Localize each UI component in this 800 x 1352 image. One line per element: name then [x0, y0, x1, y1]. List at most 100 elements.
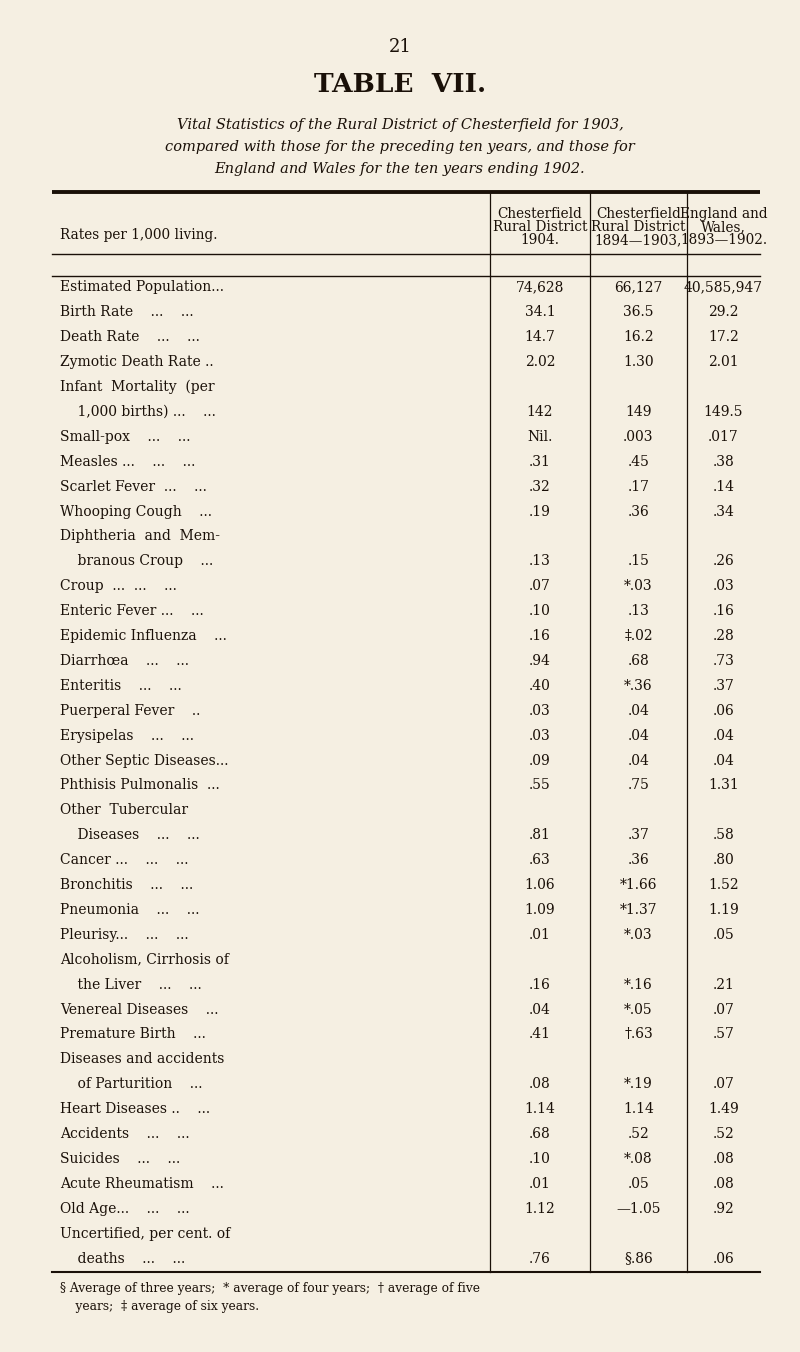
Text: Small-pox    ...    ...: Small-pox ... ... — [60, 430, 190, 443]
Text: .03: .03 — [529, 704, 551, 718]
Text: †.63: †.63 — [624, 1028, 653, 1041]
Text: 21: 21 — [389, 38, 411, 55]
Text: .41: .41 — [529, 1028, 551, 1041]
Text: *.05: *.05 — [624, 1003, 653, 1017]
Text: branous Croup    ...: branous Croup ... — [60, 554, 214, 568]
Text: Epidemic Influenza    ...: Epidemic Influenza ... — [60, 629, 227, 644]
Text: 2.02: 2.02 — [525, 356, 555, 369]
Text: Chesterfield: Chesterfield — [596, 207, 681, 220]
Text: 149: 149 — [626, 406, 652, 419]
Text: Infant  Mortality  (per: Infant Mortality (per — [60, 380, 214, 395]
Text: .68: .68 — [628, 654, 650, 668]
Text: England and: England and — [680, 207, 767, 220]
Text: ‡.02: ‡.02 — [624, 629, 653, 644]
Text: .52: .52 — [628, 1128, 650, 1141]
Text: .19: .19 — [529, 504, 551, 519]
Text: 2.01: 2.01 — [708, 356, 739, 369]
Text: .16: .16 — [529, 977, 551, 991]
Text: §.86: §.86 — [624, 1252, 653, 1265]
Text: .17: .17 — [627, 480, 650, 493]
Text: .10: .10 — [529, 604, 551, 618]
Text: Erysipelas    ...    ...: Erysipelas ... ... — [60, 729, 194, 742]
Text: Scarlet Fever  ...    ...: Scarlet Fever ... ... — [60, 480, 207, 493]
Text: 1.12: 1.12 — [525, 1202, 555, 1215]
Text: 142: 142 — [526, 406, 554, 419]
Text: years;  ‡ average of six years.: years; ‡ average of six years. — [60, 1301, 259, 1313]
Text: .13: .13 — [627, 604, 650, 618]
Text: 149.5: 149.5 — [704, 406, 743, 419]
Text: Death Rate    ...    ...: Death Rate ... ... — [60, 330, 200, 345]
Text: .68: .68 — [529, 1128, 551, 1141]
Text: Phthisis Pulmonalis  ...: Phthisis Pulmonalis ... — [60, 779, 220, 792]
Text: Estimated Population...: Estimated Population... — [60, 280, 224, 295]
Text: .08: .08 — [713, 1176, 734, 1191]
Text: 1.19: 1.19 — [708, 903, 739, 917]
Text: 1.52: 1.52 — [708, 877, 739, 892]
Text: .01: .01 — [529, 927, 551, 942]
Text: Accidents    ...    ...: Accidents ... ... — [60, 1128, 190, 1141]
Text: 1.09: 1.09 — [525, 903, 555, 917]
Text: .04: .04 — [713, 753, 734, 768]
Text: .37: .37 — [713, 679, 734, 692]
Text: 1904.: 1904. — [521, 233, 559, 247]
Text: Old Age...    ...    ...: Old Age... ... ... — [60, 1202, 190, 1215]
Text: .16: .16 — [713, 604, 734, 618]
Text: Enteritis    ...    ...: Enteritis ... ... — [60, 679, 182, 692]
Text: Enteric Fever ...    ...: Enteric Fever ... ... — [60, 604, 204, 618]
Text: Pneumonia    ...    ...: Pneumonia ... ... — [60, 903, 199, 917]
Text: .07: .07 — [713, 1078, 734, 1091]
Text: Birth Rate    ...    ...: Birth Rate ... ... — [60, 306, 194, 319]
Text: .55: .55 — [529, 779, 551, 792]
Text: .40: .40 — [529, 679, 551, 692]
Text: 16.2: 16.2 — [623, 330, 654, 345]
Text: *.03: *.03 — [624, 579, 653, 594]
Text: 1.31: 1.31 — [708, 779, 739, 792]
Text: Rates per 1,000 living.: Rates per 1,000 living. — [60, 228, 218, 242]
Text: Measles ...    ...    ...: Measles ... ... ... — [60, 454, 195, 469]
Text: Heart Diseases ..    ...: Heart Diseases .. ... — [60, 1102, 210, 1117]
Text: .75: .75 — [627, 779, 650, 792]
Text: 40,585,947: 40,585,947 — [684, 280, 763, 295]
Text: .04: .04 — [627, 704, 650, 718]
Text: .37: .37 — [627, 829, 650, 842]
Text: .52: .52 — [713, 1128, 734, 1141]
Text: Chesterfield: Chesterfield — [498, 207, 582, 220]
Text: Pleurisy...    ...    ...: Pleurisy... ... ... — [60, 927, 189, 942]
Text: .38: .38 — [713, 454, 734, 469]
Text: .08: .08 — [529, 1078, 551, 1091]
Text: Alcoholism, Cirrhosis of: Alcoholism, Cirrhosis of — [60, 953, 229, 967]
Text: Acute Rheumatism    ...: Acute Rheumatism ... — [60, 1176, 224, 1191]
Text: .06: .06 — [713, 704, 734, 718]
Text: 29.2: 29.2 — [708, 306, 738, 319]
Text: Suicides    ...    ...: Suicides ... ... — [60, 1152, 180, 1165]
Text: 1.49: 1.49 — [708, 1102, 739, 1117]
Text: Vital Statistics of the Rural District of Chesterfield for 1903,: Vital Statistics of the Rural District o… — [177, 118, 623, 132]
Text: Wales,: Wales, — [701, 220, 746, 234]
Text: *.16: *.16 — [624, 977, 653, 991]
Text: 66,127: 66,127 — [614, 280, 662, 295]
Text: the Liver    ...    ...: the Liver ... ... — [60, 977, 202, 991]
Text: Diseases    ...    ...: Diseases ... ... — [60, 829, 200, 842]
Text: 74,628: 74,628 — [516, 280, 564, 295]
Text: compared with those for the preceding ten years, and those for: compared with those for the preceding te… — [165, 141, 635, 154]
Text: .04: .04 — [627, 753, 650, 768]
Text: Diseases and accidents: Diseases and accidents — [60, 1052, 224, 1067]
Text: .36: .36 — [628, 504, 650, 519]
Text: *.03: *.03 — [624, 927, 653, 942]
Text: Rural District: Rural District — [493, 220, 587, 234]
Text: .45: .45 — [627, 454, 650, 469]
Text: 34.1: 34.1 — [525, 306, 555, 319]
Text: 1.14: 1.14 — [525, 1102, 555, 1117]
Text: 1.06: 1.06 — [525, 877, 555, 892]
Text: Other  Tubercular: Other Tubercular — [60, 803, 188, 818]
Text: TABLE  VII.: TABLE VII. — [314, 72, 486, 97]
Text: 1893—1902.: 1893—1902. — [680, 233, 767, 247]
Text: 1,000 births) ...    ...: 1,000 births) ... ... — [60, 406, 216, 419]
Text: .07: .07 — [529, 579, 551, 594]
Text: .04: .04 — [627, 729, 650, 742]
Text: 1.30: 1.30 — [623, 356, 654, 369]
Text: Other Septic Diseases...: Other Septic Diseases... — [60, 753, 229, 768]
Text: .31: .31 — [529, 454, 551, 469]
Text: .73: .73 — [713, 654, 734, 668]
Text: 14.7: 14.7 — [525, 330, 555, 345]
